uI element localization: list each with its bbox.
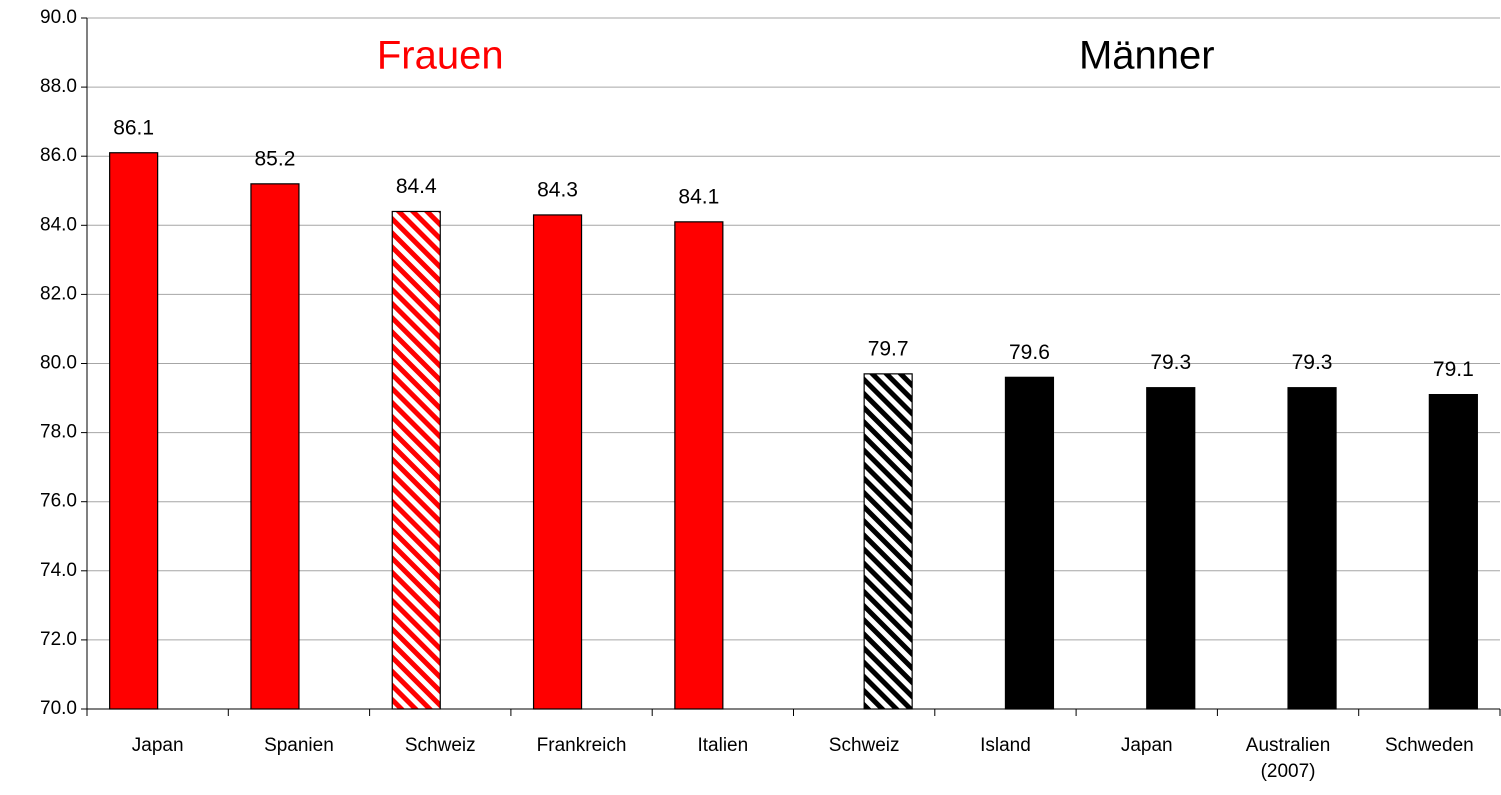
bar: [863, 373, 913, 710]
bar: [532, 214, 583, 710]
value-label: 85.2: [255, 147, 296, 170]
x-tick-label: Frankreich: [536, 735, 627, 756]
bar: [1004, 376, 1055, 710]
bar: [391, 210, 441, 710]
x-tick-label: Island: [980, 735, 1031, 756]
y-tick-label: 86.0: [40, 145, 77, 166]
value-label: 79.7: [868, 337, 909, 360]
bar: [674, 221, 724, 710]
bar: [250, 183, 300, 710]
value-label: 79.3: [1150, 351, 1191, 374]
x-tick-label: Schweiz: [404, 735, 476, 756]
annotation: Männer: [1079, 34, 1215, 78]
y-tick-label: 90.0: [40, 7, 77, 28]
value-label: 79.1: [1433, 358, 1474, 381]
x-tick-label: Italien: [697, 735, 749, 756]
y-tick-label: 88.0: [40, 76, 77, 97]
y-tick-label: 70.0: [40, 698, 77, 719]
value-label: 79.3: [1292, 351, 1333, 374]
y-tick-label: 80.0: [40, 353, 77, 374]
value-label: 84.1: [678, 185, 719, 208]
value-label: 86.1: [113, 116, 154, 139]
value-label: 79.6: [1009, 341, 1050, 364]
bar: [1146, 387, 1196, 710]
y-tick-label: 82.0: [40, 283, 77, 304]
y-tick-label: 78.0: [40, 422, 77, 443]
x-tick-label: Schweiz: [828, 735, 900, 756]
x-tick-label: Australien (2007): [1245, 735, 1331, 782]
x-tick-label: Schweden: [1384, 735, 1474, 756]
bar: [1428, 393, 1478, 710]
annotation: Frauen: [377, 34, 504, 78]
y-tick-label: 84.0: [40, 214, 77, 235]
value-label: 84.3: [537, 178, 578, 201]
x-tick-label: Japan: [1120, 735, 1173, 756]
x-tick-label: Japan: [131, 735, 184, 756]
bar: [1287, 387, 1337, 710]
y-tick-label: 72.0: [40, 629, 77, 650]
bar: [109, 152, 159, 710]
y-tick-label: 74.0: [40, 560, 77, 581]
x-tick-label: Spanien: [264, 735, 334, 756]
value-label: 84.4: [396, 175, 437, 198]
y-tick-label: 76.0: [40, 491, 77, 512]
